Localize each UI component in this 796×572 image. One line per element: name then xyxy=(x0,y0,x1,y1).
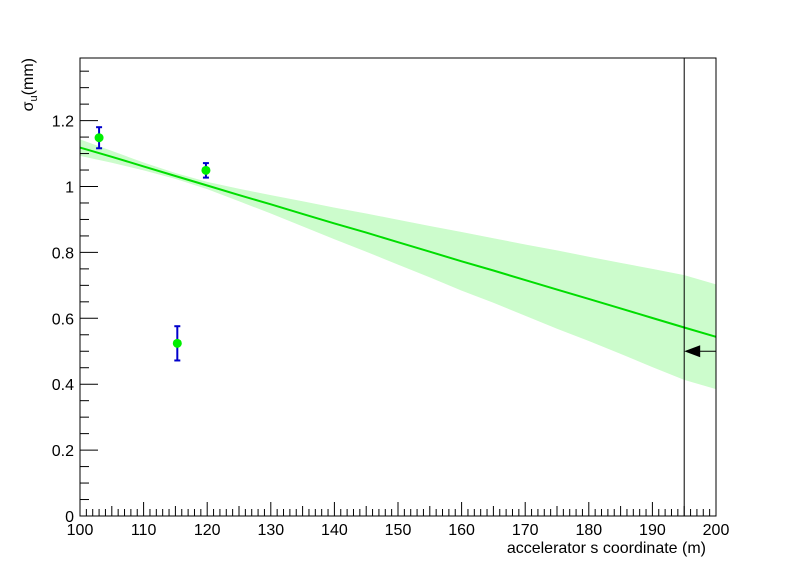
y-axis-label-symbol: σ xyxy=(20,101,37,111)
x-tick-label: 200 xyxy=(703,522,730,539)
x-tick-label: 160 xyxy=(448,522,475,539)
confidence-band-layer xyxy=(80,139,716,390)
axes-layer: 100 110 120 130 140 150 160 170 180 190 200 0 0.2 0.4… xyxy=(52,70,730,539)
data-point-1 xyxy=(94,126,104,150)
data-points-layer xyxy=(94,126,211,362)
x-tick-label: 110 xyxy=(131,522,157,539)
y-axis-label-unit: (mm) xyxy=(20,58,37,95)
x-axis-label: accelerator s coordinate (m) xyxy=(507,540,706,557)
arrow-head xyxy=(684,345,701,358)
data-point-2 xyxy=(172,325,182,362)
x-tick-label: 190 xyxy=(639,522,666,539)
y-tick-label: 0.4 xyxy=(52,377,74,394)
y-tick-label: 0 xyxy=(65,509,74,526)
y-tick-label: 1 xyxy=(65,180,74,197)
annotation-layer xyxy=(683,58,716,516)
y-tick-label: 1.2 xyxy=(52,114,74,131)
x-tick-label: 170 xyxy=(512,522,539,539)
confidence-band xyxy=(80,139,716,390)
fit-line xyxy=(79,146,717,338)
y-tick-label: 0.2 xyxy=(52,443,74,460)
y-axis-label: σu(mm) xyxy=(20,58,40,111)
x-tick-label: 150 xyxy=(385,522,412,539)
data-point-marker xyxy=(201,165,211,175)
data-point-3 xyxy=(201,162,211,179)
x-tick-label: 140 xyxy=(321,522,348,539)
fit-line-layer xyxy=(79,146,717,338)
x-tick-label: 100 xyxy=(67,522,94,539)
x-tick-label: 180 xyxy=(575,522,602,539)
y-tick-label: 0.6 xyxy=(52,311,74,328)
data-point-marker xyxy=(94,133,104,143)
x-tick-label: 130 xyxy=(257,522,284,539)
data-point-marker xyxy=(172,338,182,348)
x-tick-label: 120 xyxy=(194,522,221,539)
y-axis-label-subscript: u xyxy=(28,95,40,101)
y-tick-label: 0.8 xyxy=(52,245,74,262)
